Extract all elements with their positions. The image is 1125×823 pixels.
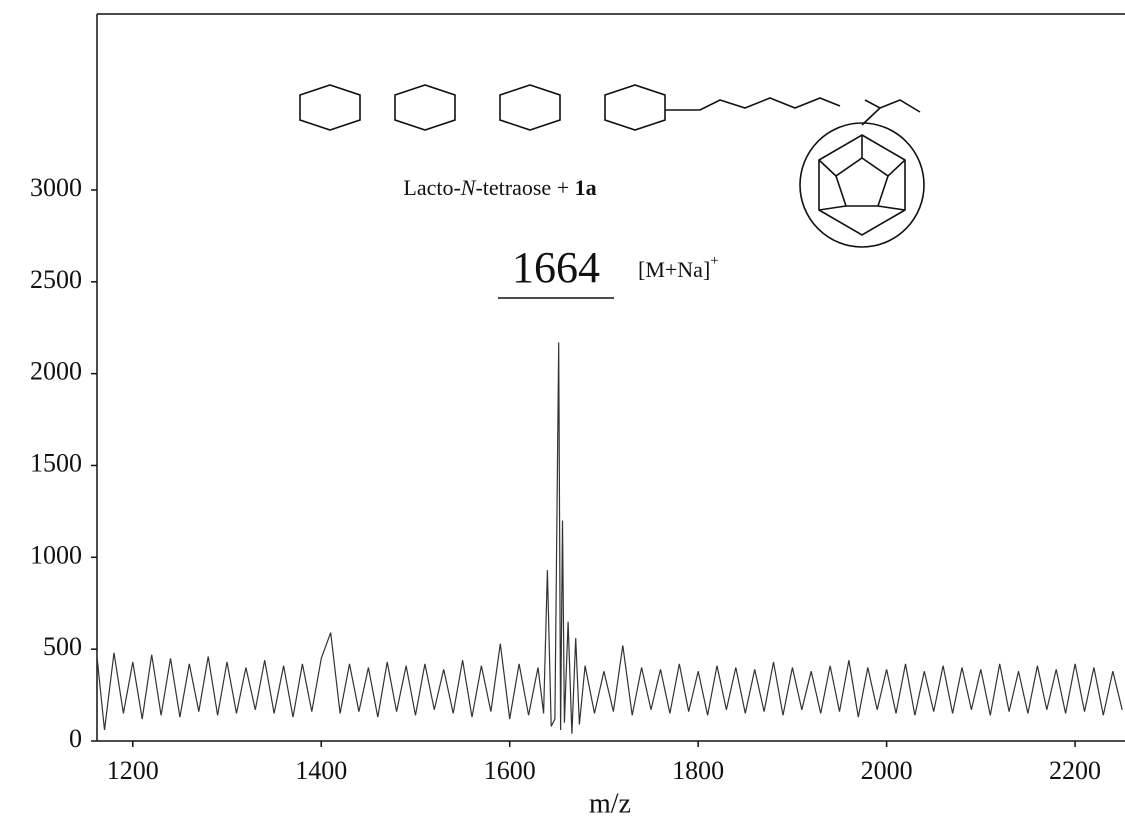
compound-part: -tetraose + [475, 175, 574, 200]
x-tick-label: 2200 [1049, 756, 1101, 785]
ion-label: [M+Na]+ [638, 253, 719, 282]
compound-label: Lacto-N-tetraose + 1a [403, 175, 596, 200]
compound-part: Lacto- [403, 175, 460, 200]
y-tick-label: 500 [43, 632, 82, 661]
x-axis-label: m/z [589, 788, 631, 819]
x-tick-label: 1400 [295, 756, 347, 785]
y-tick-label: 2500 [30, 265, 82, 294]
spectrum-line [97, 342, 1123, 734]
y-tick-label: 3000 [30, 173, 82, 202]
ion-part: [M+Na] [638, 257, 710, 282]
ion-part: + [710, 253, 718, 269]
x-tick-label: 1800 [672, 756, 724, 785]
peak-label: 1664 [512, 243, 600, 292]
y-tick-label: 1000 [30, 540, 82, 569]
y-tick-label: 2000 [30, 357, 82, 386]
compound-part: 1a [575, 175, 597, 200]
x-tick-label: 2000 [861, 756, 913, 785]
compound-part: N [460, 175, 477, 200]
y-tick-label: 0 [69, 724, 82, 753]
structure [299, 84, 925, 248]
x-tick-label: 1200 [107, 756, 159, 785]
y-tick-label: 1500 [30, 448, 82, 477]
x-tick-label: 1600 [484, 756, 536, 785]
